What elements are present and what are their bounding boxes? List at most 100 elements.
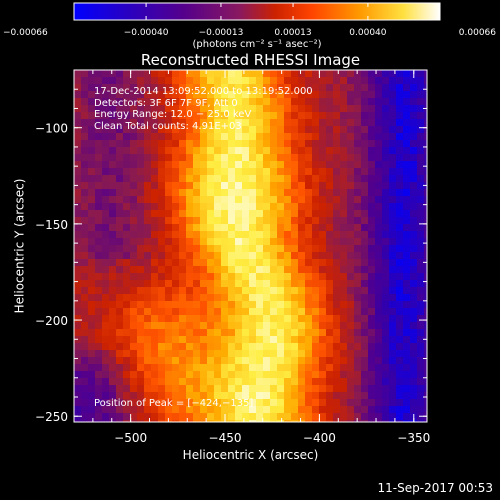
heatmap-cell — [137, 154, 145, 162]
heatmap-cell — [312, 168, 320, 176]
heatmap-cell — [361, 392, 369, 400]
heatmap-cell — [172, 189, 180, 197]
heatmap-cell — [151, 154, 159, 162]
heatmap-cell — [347, 175, 355, 183]
heatmap-cell — [368, 70, 376, 78]
heatmap-cell — [270, 301, 278, 309]
heatmap-cell — [235, 133, 243, 141]
heatmap-cell — [326, 91, 334, 99]
heatmap-cell — [256, 322, 264, 330]
heatmap-cell — [361, 77, 369, 85]
heatmap-cell — [277, 420, 285, 422]
heatmap-cell — [88, 413, 96, 421]
heatmap-cell — [312, 378, 320, 386]
heatmap-cell — [284, 315, 292, 323]
heatmap-cell — [319, 140, 327, 148]
heatmap-cell — [424, 273, 427, 281]
heatmap-cell — [375, 273, 383, 281]
heatmap-cell — [200, 252, 208, 260]
heatmap-cell — [193, 175, 201, 183]
heatmap-cell — [291, 126, 299, 134]
heatmap-cell — [263, 336, 271, 344]
heatmap-cell — [277, 350, 285, 358]
heatmap-cell — [88, 105, 96, 113]
heatmap-cell — [207, 147, 215, 155]
heatmap-cell — [368, 133, 376, 141]
heatmap-cell — [123, 98, 131, 106]
heatmap-cell — [389, 357, 397, 365]
heatmap-cell — [417, 301, 425, 309]
heatmap-cell — [326, 217, 334, 225]
heatmap-cell — [417, 357, 425, 365]
heatmap-cell — [326, 119, 334, 127]
heatmap-cell — [305, 420, 313, 422]
heatmap-cell — [88, 203, 96, 211]
heatmap-cell — [158, 189, 166, 197]
heatmap-cell — [403, 133, 411, 141]
heatmap-cell — [242, 329, 250, 337]
heatmap-cell — [179, 252, 187, 260]
heatmap-cell — [305, 175, 313, 183]
heatmap-cell — [312, 210, 320, 218]
heatmap-cell — [256, 231, 264, 239]
heatmap-cell — [403, 196, 411, 204]
heatmap-cell — [228, 371, 236, 379]
heatmap-cell — [305, 231, 313, 239]
heatmap-cell — [368, 77, 376, 85]
heatmap-cell — [137, 287, 145, 295]
heatmap-cell — [179, 385, 187, 393]
heatmap-cell — [172, 126, 180, 134]
heatmap-cell — [417, 175, 425, 183]
heatmap-cell — [214, 224, 222, 232]
heatmap-cell — [382, 217, 390, 225]
heatmap-cell — [165, 126, 173, 134]
heatmap-cell — [137, 98, 145, 106]
heatmap-cell — [270, 399, 278, 407]
heatmap-cell — [361, 168, 369, 176]
heatmap-cell — [242, 364, 250, 372]
heatmap-cell — [165, 252, 173, 260]
heatmap-cell — [298, 392, 306, 400]
heatmap-cell — [277, 308, 285, 316]
heatmap-cell — [410, 322, 418, 330]
heatmap-cell — [277, 154, 285, 162]
heatmap-cell — [109, 371, 117, 379]
heatmap-cell — [221, 154, 229, 162]
heatmap-cell — [291, 154, 299, 162]
heatmap-cell — [403, 224, 411, 232]
heatmap-cell — [95, 350, 103, 358]
heatmap-cell — [382, 294, 390, 302]
heatmap-cell — [410, 98, 418, 106]
heatmap-cell — [130, 357, 138, 365]
heatmap-cell — [74, 308, 82, 316]
heatmap-cell — [284, 259, 292, 267]
heatmap-cell — [151, 294, 159, 302]
heatmap-cell — [284, 112, 292, 120]
heatmap-cell — [424, 98, 427, 106]
heatmap-cell — [144, 406, 152, 414]
heatmap-cell — [165, 196, 173, 204]
heatmap-cell — [116, 231, 124, 239]
heatmap-cell — [102, 77, 110, 85]
heatmap-cell — [172, 196, 180, 204]
heatmap-cell — [186, 378, 194, 386]
heatmap-cell — [417, 210, 425, 218]
heatmap-cell — [368, 119, 376, 127]
heatmap-cell — [277, 371, 285, 379]
heatmap-cell — [347, 315, 355, 323]
heatmap-cell — [179, 210, 187, 218]
heatmap-cell — [298, 252, 306, 260]
heatmap-cell — [389, 322, 397, 330]
heatmap-cell — [396, 77, 404, 85]
heatmap-cell — [403, 112, 411, 120]
x-axis-label: Heliocentric X (arcsec) — [182, 448, 319, 462]
heatmap-cell — [207, 357, 215, 365]
heatmap-cell — [291, 329, 299, 337]
heatmap-cell — [158, 315, 166, 323]
heatmap-cell — [221, 315, 229, 323]
heatmap-cell — [179, 392, 187, 400]
heatmap-cell — [186, 140, 194, 148]
heatmap-cell — [214, 182, 222, 190]
heatmap-cell — [74, 210, 82, 218]
heatmap-cell — [333, 280, 341, 288]
